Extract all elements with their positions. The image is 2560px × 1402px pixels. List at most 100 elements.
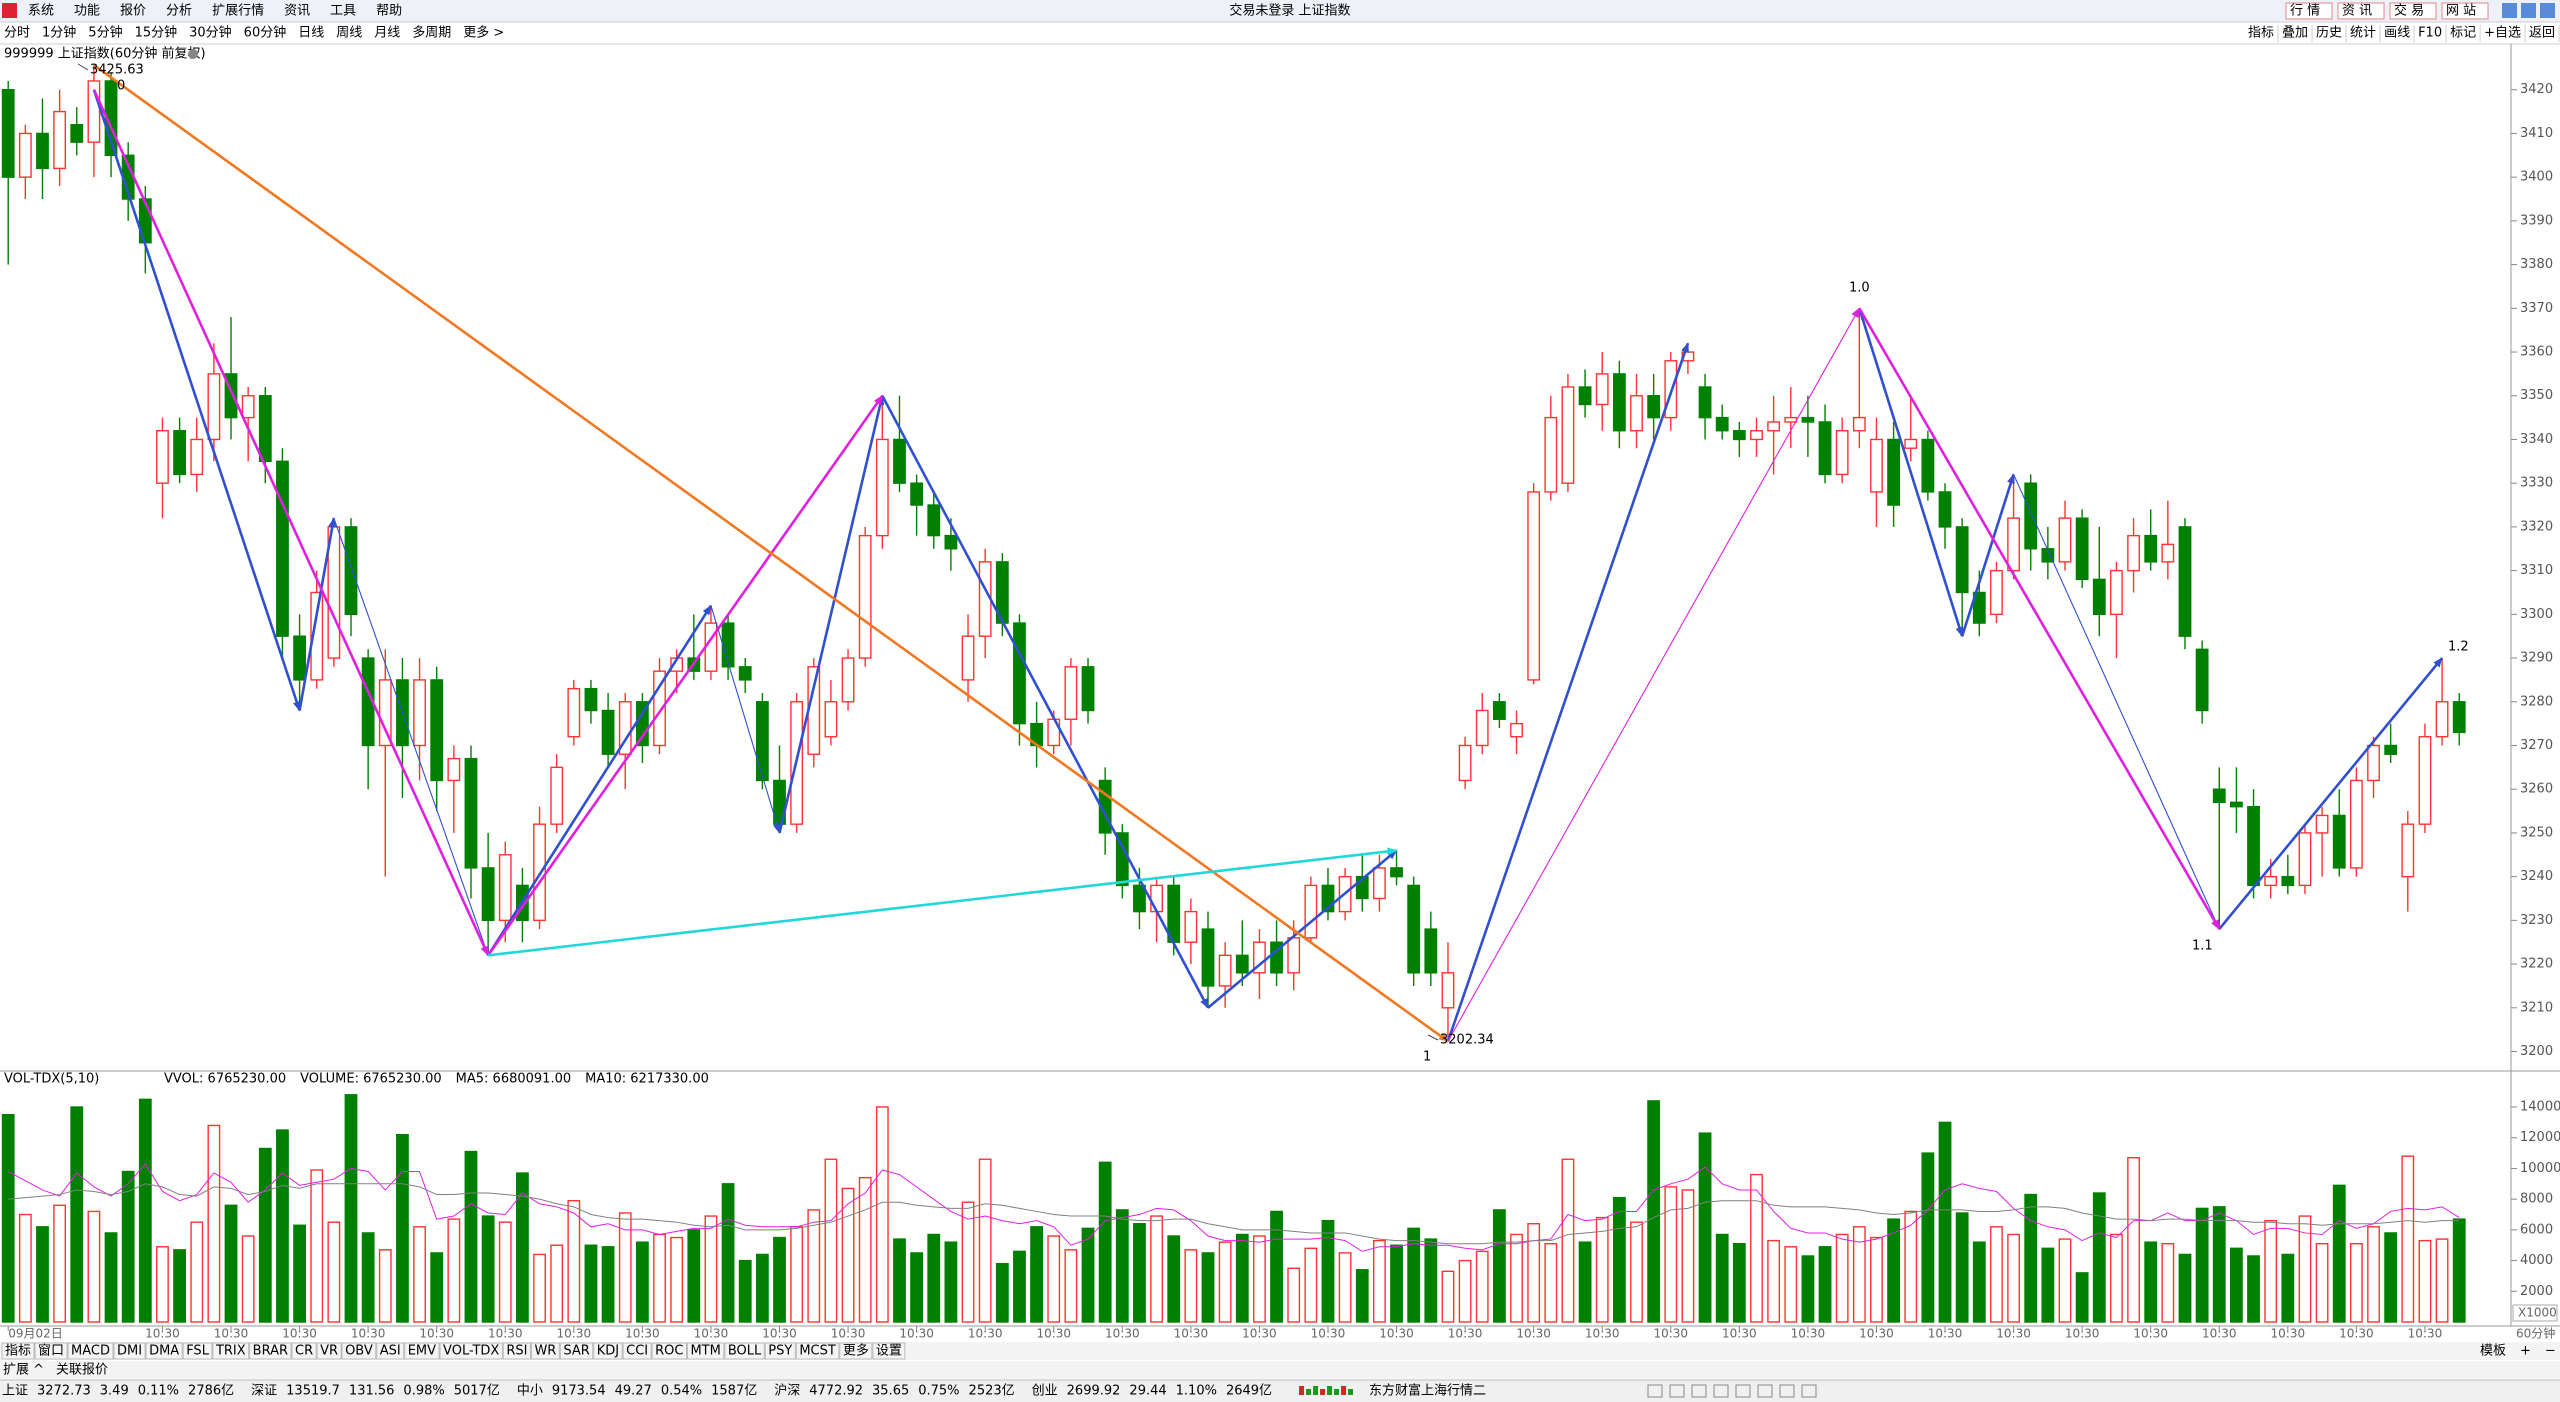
status-icon[interactable]	[1757, 1384, 1773, 1398]
status-icon[interactable]	[1779, 1384, 1795, 1398]
indicator-tab-box[interactable]	[1, 1342, 35, 1360]
status-icon[interactable]	[1647, 1384, 1663, 1398]
status-icon[interactable]	[1735, 1384, 1751, 1398]
indicator-tab-box[interactable]	[34, 1342, 68, 1360]
status-icon[interactable]	[1713, 1384, 1729, 1398]
top-button[interactable]	[2337, 2, 2385, 20]
top-button-label[interactable]: 行 情	[2290, 4, 2320, 19]
tool-button[interactable]: F10	[2418, 26, 2442, 41]
indicator-tab[interactable]: VOL-TDX	[443, 1344, 499, 1359]
indicator-tab[interactable]: SAR	[563, 1344, 589, 1359]
panel-tab[interactable]: 关联报价	[56, 1363, 108, 1378]
indicator-tab[interactable]: CR	[295, 1344, 313, 1359]
indicator-tab-box[interactable]	[686, 1342, 725, 1360]
title-icon[interactable]	[188, 49, 198, 59]
template-button[interactable]: −	[2545, 1344, 2556, 1359]
indicator-tab-box[interactable]	[593, 1342, 623, 1360]
indicator-tab[interactable]: MCST	[799, 1344, 836, 1359]
indicator-tab-box[interactable]	[559, 1342, 594, 1360]
indicator-tab-box[interactable]	[212, 1342, 250, 1360]
tool-button[interactable]: 画线	[2384, 26, 2410, 41]
indicator-tab[interactable]: WR	[534, 1344, 556, 1359]
tool-button[interactable]: 统计	[2350, 26, 2376, 41]
indicator-tab-box[interactable]	[530, 1342, 560, 1360]
top-button[interactable]	[2285, 2, 2333, 20]
indicator-tab-box[interactable]	[316, 1342, 342, 1360]
indicator-tab[interactable]: RSI	[506, 1344, 527, 1359]
indicator-tab[interactable]: 更多	[843, 1343, 869, 1359]
indicator-tab-box[interactable]	[341, 1342, 377, 1360]
status-icon[interactable]	[1669, 1384, 1685, 1398]
indicator-tab[interactable]: DMI	[117, 1344, 142, 1359]
indicator-tab-box[interactable]	[724, 1342, 765, 1360]
indicator-tab[interactable]: 指标	[5, 1344, 31, 1359]
indicator-tab-box[interactable]	[872, 1342, 906, 1360]
indicator-tab[interactable]: KDJ	[597, 1344, 619, 1359]
indicator-tab[interactable]: OBV	[345, 1344, 373, 1359]
top-button[interactable]	[2441, 2, 2489, 20]
indicator-tab[interactable]: PSY	[768, 1344, 792, 1359]
top-button[interactable]	[2389, 2, 2437, 20]
close-button[interactable]	[2540, 3, 2555, 18]
indicator-tab-box[interactable]	[502, 1342, 531, 1360]
template-button[interactable]: +	[2520, 1344, 2531, 1359]
menu-item[interactable]: 功能	[74, 4, 100, 19]
maximize-button[interactable]	[2521, 3, 2536, 18]
top-button-label[interactable]: 资 讯	[2342, 4, 2372, 19]
period-button[interactable]: 分时	[4, 26, 30, 41]
indicator-tab-box[interactable]	[651, 1342, 687, 1360]
menu-item[interactable]: 分析	[166, 4, 192, 19]
indicator-tab[interactable]: ROC	[655, 1344, 683, 1359]
tool-button[interactable]: 指标	[2248, 26, 2274, 41]
tool-button[interactable]: 返回	[2529, 26, 2555, 41]
tool-button[interactable]: 标记	[2450, 26, 2476, 41]
template-button[interactable]: 模板	[2480, 1344, 2506, 1359]
menu-item[interactable]: 扩展行情	[212, 4, 264, 19]
indicator-tab-box[interactable]	[291, 1342, 317, 1360]
period-button[interactable]: 周线	[336, 26, 362, 41]
panel-tab[interactable]: 扩展 ^	[3, 1363, 44, 1378]
indicator-tab-box[interactable]	[182, 1342, 213, 1360]
period-button[interactable]: 30分钟	[189, 25, 232, 41]
indicator-tab[interactable]: DMA	[149, 1344, 179, 1359]
indicator-tab-box[interactable]	[145, 1342, 183, 1360]
top-button-label[interactable]: 交 易	[2394, 3, 2424, 19]
indicator-tab-box[interactable]	[439, 1342, 503, 1360]
indicator-tab[interactable]: 设置	[876, 1344, 902, 1359]
indicator-tab-box[interactable]	[622, 1342, 652, 1360]
indicator-tab-box[interactable]	[67, 1342, 114, 1360]
period-button[interactable]: 月线	[374, 26, 400, 41]
period-button[interactable]: 1分钟	[42, 25, 76, 41]
indicator-tab[interactable]: VR	[320, 1344, 338, 1359]
menu-item[interactable]: 资讯	[284, 4, 310, 19]
indicator-tab[interactable]: FSL	[186, 1344, 210, 1359]
tool-button[interactable]: 历史	[2316, 26, 2342, 41]
indicator-tab[interactable]: ASI	[380, 1344, 401, 1359]
indicator-tab-box[interactable]	[249, 1342, 292, 1360]
period-button[interactable]: 多周期	[412, 25, 451, 41]
indicator-tab-box[interactable]	[795, 1342, 840, 1360]
period-button[interactable]: 15分钟	[135, 25, 178, 41]
indicator-tab[interactable]: CCI	[626, 1344, 648, 1359]
period-button[interactable]: 日线	[298, 26, 324, 41]
tool-button[interactable]: +自选	[2484, 26, 2521, 41]
indicator-tab[interactable]: MTM	[690, 1344, 720, 1359]
period-button[interactable]: 更多 >	[463, 25, 504, 41]
menu-item[interactable]: 工具	[330, 4, 356, 19]
menu-item[interactable]: 帮助	[376, 4, 402, 19]
indicator-tab-box[interactable]	[376, 1342, 405, 1360]
top-button-label[interactable]: 网 站	[2446, 4, 2476, 19]
indicator-tab[interactable]: BOLL	[728, 1344, 762, 1359]
indicator-tab-box[interactable]	[113, 1342, 146, 1360]
indicator-tab[interactable]: MACD	[71, 1344, 110, 1359]
period-button[interactable]: 5分钟	[88, 25, 122, 41]
status-icon[interactable]	[1801, 1384, 1817, 1398]
indicator-tab-box[interactable]	[839, 1342, 873, 1360]
indicator-tab-box[interactable]	[764, 1342, 796, 1360]
indicator-tab[interactable]: 窗口	[38, 1343, 64, 1359]
menu-item[interactable]: 报价	[120, 4, 146, 19]
period-button[interactable]: 60分钟	[244, 25, 287, 41]
status-icon[interactable]	[1691, 1384, 1707, 1398]
indicator-tab[interactable]: EMV	[408, 1344, 436, 1359]
indicator-tab-box[interactable]	[404, 1342, 440, 1360]
